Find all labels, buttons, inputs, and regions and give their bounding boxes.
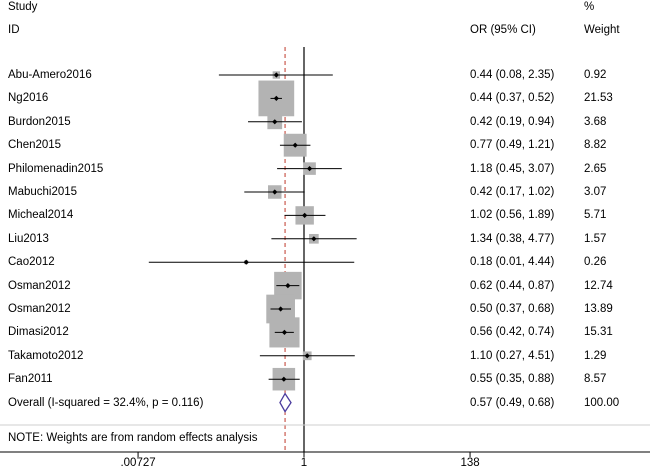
point-estimate-marker bbox=[273, 72, 279, 78]
point-estimate-marker bbox=[243, 259, 249, 265]
study-id-label: Takamoto2012 bbox=[8, 349, 84, 362]
overall-or-ci-label: 0.57 (0.49, 0.68) bbox=[470, 396, 555, 409]
study-or-ci-label: 0.42 (0.19, 0.94) bbox=[470, 115, 555, 128]
x-axis-tick-label: 138 bbox=[460, 457, 480, 469]
point-estimate-marker bbox=[302, 212, 308, 218]
point-estimate-marker bbox=[281, 329, 288, 335]
study-weight-label: 8.57 bbox=[584, 373, 607, 386]
study-id-label: Abu-Amero2016 bbox=[8, 69, 92, 81]
overall-diamond bbox=[279, 392, 292, 413]
study-or-ci-label: 0.50 (0.37, 0.68) bbox=[470, 303, 555, 315]
point-estimate-marker bbox=[281, 376, 287, 382]
study-id-label: Dimasi2012 bbox=[8, 326, 69, 339]
point-estimate-marker bbox=[273, 95, 279, 101]
point-estimate-marker bbox=[311, 236, 317, 242]
study-header: Study bbox=[8, 1, 38, 13]
study-id-label: Liu2013 bbox=[8, 232, 49, 245]
study-id-label: Burdon2015 bbox=[8, 115, 71, 128]
overall-label: Overall (I-squared = 32.4%, p = 0.116) bbox=[8, 396, 204, 409]
study-or-ci-label: 0.44 (0.08, 2.35) bbox=[470, 69, 555, 81]
study-or-ci-label: 1.02 (0.56, 1.89) bbox=[470, 209, 555, 222]
study-weight-label: 1.29 bbox=[584, 349, 607, 362]
study-or-ci-label: 0.42 (0.17, 1.02) bbox=[470, 186, 555, 198]
study-or-ci-label: 0.77 (0.49, 1.21) bbox=[470, 139, 555, 152]
study-id-label: Micheal2014 bbox=[8, 209, 74, 222]
study-id-label: Cao2012 bbox=[8, 256, 55, 269]
study-weight-label: 3.68 bbox=[584, 115, 607, 128]
percent-header: % bbox=[584, 1, 595, 13]
x-axis-tick-label: 1 bbox=[300, 457, 308, 469]
weight-header: Weight bbox=[584, 24, 620, 36]
study-or-ci-label: 1.10 (0.27, 4.51) bbox=[470, 349, 555, 362]
study-weight-label: 0.26 bbox=[584, 256, 607, 269]
point-estimate-marker bbox=[272, 119, 278, 125]
study-weight-label: 21.53 bbox=[584, 92, 613, 105]
study-weight-label: 3.07 bbox=[584, 186, 607, 198]
study-weight-label: 13.89 bbox=[584, 303, 613, 315]
study-or-ci-label: 1.18 (0.45, 3.07) bbox=[470, 162, 555, 175]
study-or-ci-label: 1.34 (0.38, 4.77) bbox=[470, 232, 555, 245]
study-or-ci-label: 0.62 (0.44, 0.87) bbox=[470, 279, 555, 292]
study-or-ci-label: 0.18 (0.01, 4.44) bbox=[470, 256, 555, 269]
study-weight-label: 12.74 bbox=[584, 279, 613, 292]
study-or-ci-label: 0.56 (0.42, 0.74) bbox=[470, 326, 555, 339]
point-estimate-marker bbox=[278, 306, 284, 312]
study-weight-label: 8.82 bbox=[584, 139, 607, 152]
study-or-ci-label: 0.44 (0.37, 0.52) bbox=[470, 92, 555, 105]
overall-weight-label: 100.00 bbox=[584, 396, 620, 409]
point-estimate-marker bbox=[285, 283, 291, 289]
point-estimate-marker bbox=[292, 142, 298, 148]
point-estimate-marker bbox=[272, 189, 278, 195]
study-weight-label: 5.71 bbox=[584, 209, 607, 222]
study-id-label: Fan2011 bbox=[8, 373, 53, 386]
weights-note: NOTE: Weights are from random effects an… bbox=[8, 432, 258, 444]
study-id-label: Ng2016 bbox=[8, 92, 49, 105]
study-id-label: Osman2012 bbox=[8, 279, 71, 292]
point-estimate-marker bbox=[304, 353, 310, 359]
study-id-label: Mabuchi2015 bbox=[8, 186, 78, 198]
or-ci-header: OR (95% CI) bbox=[470, 24, 536, 36]
study-id-label: Chen2015 bbox=[8, 139, 62, 152]
point-estimate-marker bbox=[306, 166, 313, 172]
study-weight-label: 1.57 bbox=[584, 232, 607, 245]
study-weight-label: 15.31 bbox=[584, 326, 613, 339]
study-weight-label: 2.65 bbox=[584, 162, 607, 175]
x-axis-tick-label: .00727 bbox=[120, 457, 156, 469]
study-id-label: Osman2012 bbox=[8, 303, 71, 315]
id-header: ID bbox=[8, 24, 20, 36]
study-weight-label: 0.92 bbox=[584, 69, 607, 81]
study-id-label: Philomenadin2015 bbox=[8, 162, 104, 175]
study-or-ci-label: 0.55 (0.35, 0.88) bbox=[470, 373, 555, 386]
